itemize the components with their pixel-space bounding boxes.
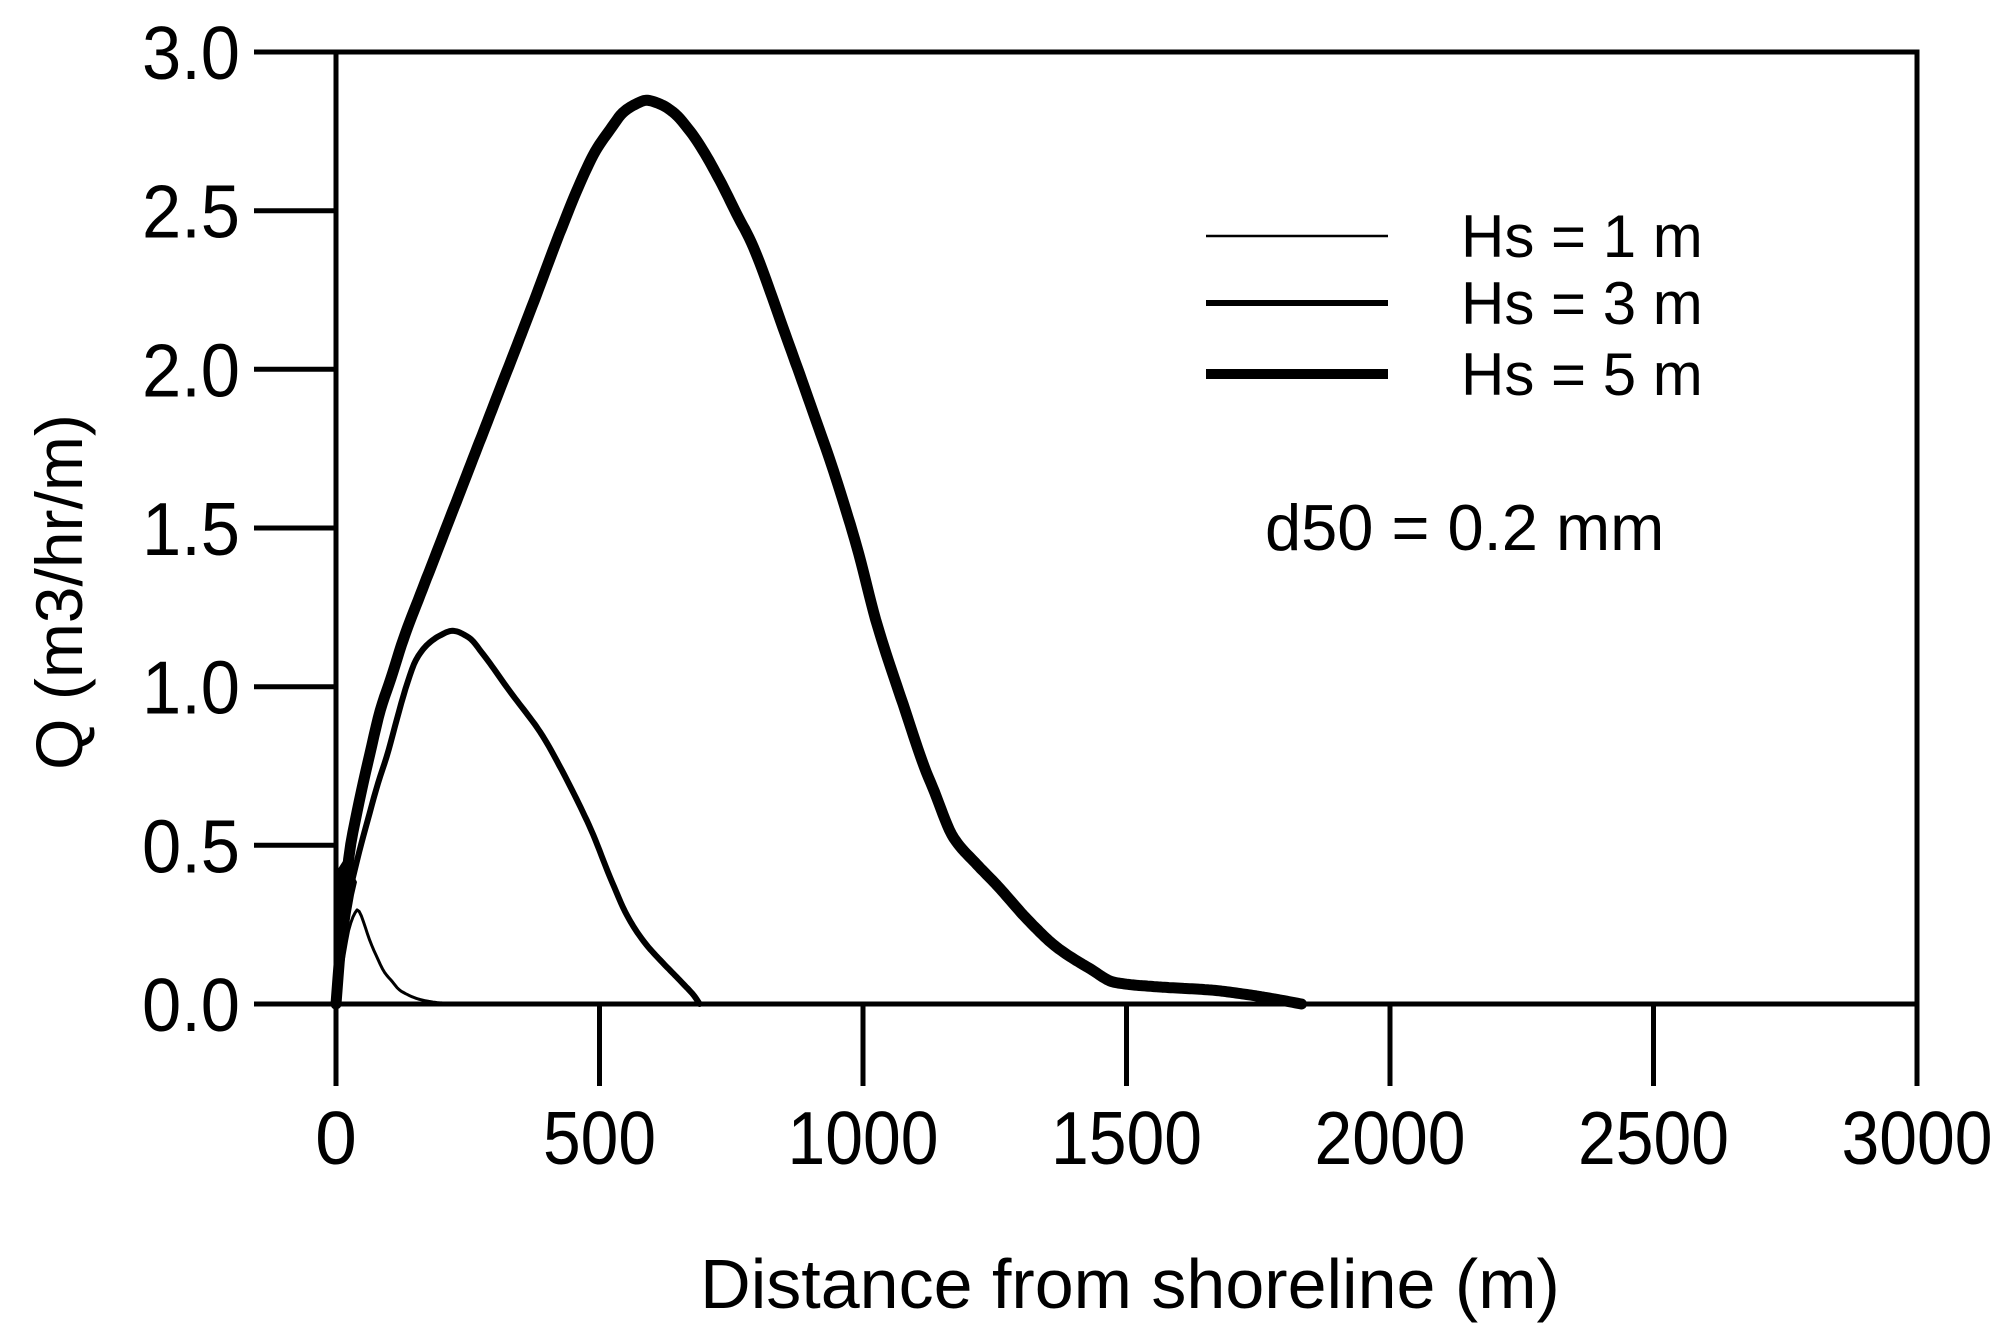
svg-text:Hs = 1 m: Hs = 1 m bbox=[1461, 203, 1703, 270]
svg-text:0.5: 0.5 bbox=[142, 804, 240, 888]
svg-text:2.5: 2.5 bbox=[142, 170, 240, 254]
svg-text:Q (m3/hr/m): Q (m3/hr/m) bbox=[22, 414, 96, 770]
svg-text:0.0: 0.0 bbox=[142, 963, 240, 1047]
svg-text:500: 500 bbox=[543, 1096, 656, 1180]
svg-text:1000: 1000 bbox=[788, 1096, 939, 1180]
svg-text:2500: 2500 bbox=[1578, 1096, 1729, 1180]
svg-text:1.5: 1.5 bbox=[142, 487, 240, 571]
svg-text:Hs = 5 m: Hs = 5 m bbox=[1461, 341, 1703, 408]
svg-text:Distance from shoreline (m): Distance from shoreline (m) bbox=[700, 1245, 1560, 1323]
svg-text:d50 = 0.2 mm: d50 = 0.2 mm bbox=[1265, 491, 1664, 564]
svg-text:1500: 1500 bbox=[1051, 1096, 1202, 1180]
svg-text:3.0: 3.0 bbox=[142, 11, 240, 95]
svg-text:Hs = 3 m: Hs = 3 m bbox=[1461, 270, 1703, 337]
svg-text:0: 0 bbox=[315, 1096, 357, 1180]
svg-text:2.0: 2.0 bbox=[142, 328, 240, 412]
svg-text:1.0: 1.0 bbox=[142, 646, 240, 730]
svg-text:3000: 3000 bbox=[1842, 1096, 1992, 1180]
svg-text:2000: 2000 bbox=[1315, 1096, 1466, 1180]
